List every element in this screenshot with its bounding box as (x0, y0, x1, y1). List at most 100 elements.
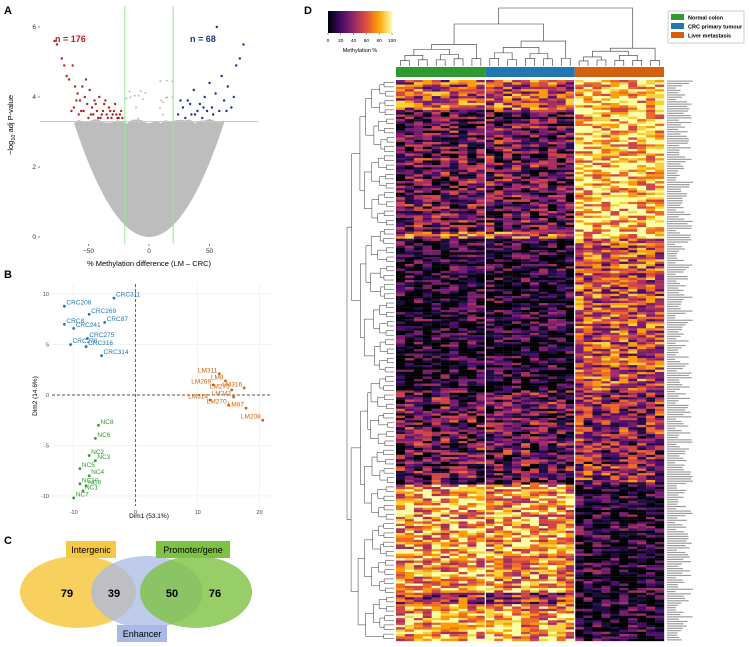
row-dendrogram-branch (370, 420, 379, 439)
heatmap-cell (458, 355, 468, 359)
heatmap-cell (396, 86, 406, 90)
volcano-point-hyper (106, 116, 110, 120)
pca-nc-point (72, 496, 76, 500)
heatmap-cell (422, 358, 432, 361)
heatmap-cell (610, 259, 620, 262)
heatmap-cell (619, 353, 629, 357)
heatmap-cell (574, 252, 584, 255)
volcano-point-hyper (121, 116, 124, 120)
heatmap-cell (637, 121, 647, 124)
heatmap-cell (467, 277, 477, 281)
heatmap-cell (404, 282, 415, 285)
heatmap-cell (431, 344, 441, 347)
heatmap-cell (655, 383, 665, 386)
heatmap-cell (583, 385, 593, 389)
heatmap-cell (565, 296, 575, 299)
heatmap-cell (655, 424, 665, 428)
heatmap-cell (556, 135, 566, 138)
row-dendrogram-branch (379, 470, 388, 481)
heatmap-cell (449, 367, 459, 370)
heatmap-cell (628, 123, 638, 127)
heatmap-cell (485, 312, 495, 315)
heatmap-cell (530, 408, 540, 412)
heatmap-cell (619, 181, 629, 184)
heatmap-cell (485, 247, 495, 251)
heatmap-cell (556, 82, 566, 85)
heatmap-cell (628, 112, 638, 115)
heatmap-cell (583, 303, 593, 306)
heatmap-cell (467, 397, 477, 400)
heatmap-cell (646, 332, 656, 336)
heatmap-cell (592, 284, 602, 288)
heatmap-cell (601, 358, 611, 361)
heatmap-cell (646, 102, 656, 106)
heatmap-cell (521, 123, 531, 127)
heatmap-cell (655, 300, 665, 304)
heatmap-cell (404, 360, 415, 363)
heatmap-cell (440, 167, 450, 170)
heatmap-cell (619, 365, 629, 368)
heatmap-cell (404, 346, 415, 350)
heatmap-cell (610, 109, 620, 113)
heatmap-cell (521, 321, 531, 324)
heatmap-cell (556, 289, 566, 292)
heatmap-cell (619, 128, 629, 131)
heatmap-cell (476, 376, 486, 380)
heatmap-cell (655, 158, 665, 161)
heatmap-cell (458, 342, 468, 345)
heatmap-cell (512, 80, 522, 83)
heatmap-cell (619, 355, 629, 359)
heatmap-cell (494, 190, 504, 193)
volcano-point-hyper (60, 57, 63, 60)
heatmap-cell (619, 326, 629, 329)
heatmap-cell (601, 296, 611, 299)
heatmap-cell (521, 392, 531, 396)
heatmap-cell (503, 326, 513, 329)
heatmap-cell (503, 190, 513, 193)
heatmap-cell (396, 376, 406, 380)
heatmap-cell (422, 388, 432, 391)
volcano-point-hyper (116, 116, 119, 120)
heatmap-cell (413, 114, 423, 117)
heatmap-cell (538, 277, 549, 281)
heatmap-cell (413, 190, 423, 193)
heatmap-cell (503, 349, 513, 352)
heatmap-cell (458, 381, 468, 384)
heatmap-cell (503, 178, 513, 182)
heatmap-cell (396, 215, 406, 219)
heatmap-cell (485, 224, 495, 228)
heatmap-cell (431, 130, 441, 134)
heatmap-cell (565, 208, 575, 212)
heatmap-cell (458, 424, 468, 428)
heatmap-cell (512, 319, 522, 322)
heatmap-cell (574, 201, 584, 205)
heatmap-cell (476, 114, 486, 117)
heatmap-cell (521, 158, 531, 161)
heatmap-cell (485, 144, 495, 147)
heatmap-cell (503, 397, 513, 400)
heatmap-cell (655, 372, 665, 375)
heatmap-cell (467, 215, 477, 219)
heatmap-cell (565, 112, 575, 115)
row-dendrogram-branch (383, 413, 394, 419)
heatmap-cell (396, 280, 406, 283)
heatmap-cell (646, 259, 656, 262)
heatmap-cell (431, 259, 441, 262)
heatmap-cell (494, 167, 504, 170)
heatmap-cell (476, 374, 486, 377)
heatmap-cell (458, 392, 468, 396)
volcano-y-tick-label: 4 (32, 94, 36, 101)
heatmap-cell (404, 176, 415, 180)
heatmap-cell (396, 96, 406, 99)
heatmap-cell (521, 176, 531, 180)
heatmap-cell (565, 107, 575, 111)
heatmap-cell (396, 201, 406, 205)
heatmap-cell (565, 323, 575, 327)
heatmap-cell (592, 323, 602, 327)
heatmap-cell (655, 404, 665, 407)
heatmap-cell (476, 139, 486, 143)
heatmap-cell (404, 296, 415, 299)
heatmap-cell (440, 397, 450, 400)
heatmap-cell (440, 408, 450, 412)
heatmap-cell (530, 383, 540, 386)
